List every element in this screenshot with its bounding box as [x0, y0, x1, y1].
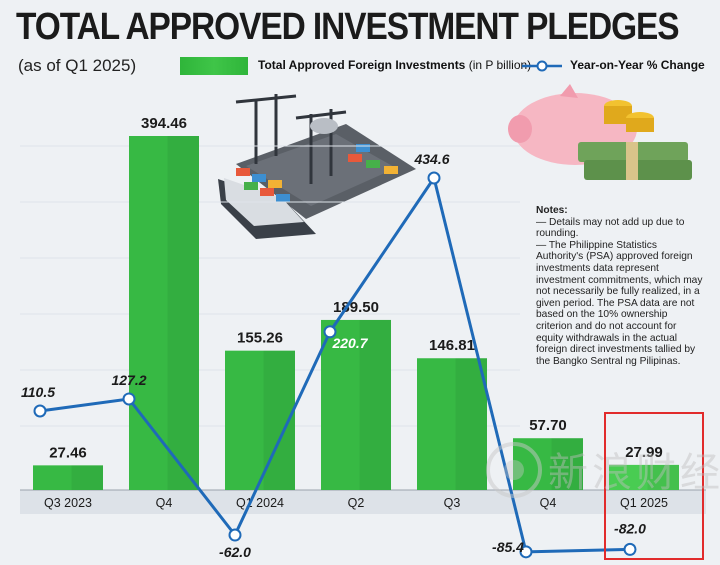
container: [236, 168, 250, 176]
coin-stack: [604, 106, 632, 124]
line-point: [427, 171, 441, 185]
piggy-bank-ear: [560, 84, 578, 98]
line-point: [623, 542, 637, 556]
bar-shade: [455, 358, 487, 490]
bar-shade: [71, 465, 103, 490]
container: [244, 182, 258, 190]
legend-line-swatch: [522, 60, 562, 72]
notes-item: — Details may not add up due to rounding…: [536, 216, 685, 240]
watermark-logo: [486, 442, 542, 498]
line-point: [122, 392, 136, 406]
line-point: [228, 528, 242, 542]
piggy-bank-illustration: [508, 84, 692, 180]
line-point: [519, 545, 533, 559]
port-illustration: [218, 94, 416, 239]
container: [366, 160, 380, 168]
category-tick-label: Q3 2023: [44, 496, 92, 510]
bar-shade: [647, 464, 679, 490]
bar: [33, 465, 103, 490]
crane-boom: [235, 94, 297, 104]
bar-value-label: 155.26: [237, 330, 283, 347]
line-value-label: 110.5: [21, 384, 55, 400]
container: [268, 180, 282, 188]
bar-value-label: 189.50: [333, 299, 379, 316]
bar: [609, 464, 679, 490]
container: [260, 188, 274, 196]
line-value-label: 434.6: [413, 151, 449, 167]
line-value-label: 220.7: [331, 335, 368, 351]
category-tick-label: Q4: [156, 496, 173, 510]
q1-2025-highlight-box: [604, 412, 704, 560]
cash-band: [626, 142, 638, 180]
gridlines: [20, 145, 706, 514]
category-tick-label: Q1 2024: [236, 496, 284, 510]
container: [356, 144, 370, 152]
watermark-text: 新浪财经: [548, 450, 720, 496]
category-tick-labels: Q3 2023 Q4 Q1 2024 Q2 Q3 Q4 Q1 2025: [44, 496, 668, 510]
bar-shade: [167, 136, 199, 490]
bar: [225, 350, 295, 490]
bar-shade: [359, 319, 391, 490]
category-tick-label: Q1 2025: [620, 496, 668, 510]
legend-bar-swatch: [180, 57, 248, 75]
line-value-label: 127.2: [111, 372, 146, 388]
category-tick-label: Q3: [444, 496, 461, 510]
bar-value-label: 27.46: [49, 444, 87, 461]
category-axis-band: [20, 490, 706, 514]
legend-bar-unit: (in P billion): [468, 58, 532, 72]
legend-line-label: Year-on-Year % Change: [570, 58, 705, 72]
bar: [321, 319, 391, 490]
bar-value-label: 57.70: [529, 417, 567, 434]
notes-panel: Notes: — Details may not add up due to r…: [536, 205, 704, 367]
bar-value-labels: 27.46 394.46 155.26 189.50 146.81 57.70 27.99: [49, 115, 663, 461]
crane-boom: [295, 110, 347, 120]
line-value-labels: 110.5 127.2 -62.0 220.7 434.6 -85.4 -82.0: [21, 151, 646, 560]
line-value-label: -85.4: [492, 539, 524, 555]
notes-heading: Notes:: [536, 205, 568, 216]
notes-item: — The Philippine Statistics Authority's …: [536, 239, 703, 367]
legend-bar-label: Total Approved Foreign Investments (in P…: [258, 58, 531, 72]
bar-value-label: 394.46: [141, 115, 187, 132]
bar-value-label: 146.81: [429, 337, 475, 354]
line-series: [33, 171, 637, 559]
line-point: [323, 325, 337, 339]
line-value-label: -62.0: [219, 544, 251, 560]
category-tick-label: Q2: [348, 496, 365, 510]
line-point: [33, 404, 47, 418]
bar-shade: [263, 350, 295, 490]
container: [348, 154, 362, 162]
container: [252, 174, 266, 182]
bar-value-label: 27.99: [625, 444, 663, 461]
bar-shade: [551, 438, 583, 490]
category-tick-label: Q4: [540, 496, 557, 510]
bar-series: [33, 136, 679, 490]
container: [276, 194, 290, 202]
bar: [417, 358, 487, 490]
storage-tank: [310, 118, 338, 134]
legend-bar-series-name: Total Approved Foreign Investments: [258, 58, 466, 72]
chart-title: TOTAL APPROVED INVESTMENT PLEDGES: [16, 6, 680, 48]
line-value-label: -82.0: [614, 520, 646, 536]
bar: [129, 136, 199, 490]
coin-stack: [626, 118, 654, 132]
piggy-bank-snout: [508, 115, 532, 143]
container: [384, 166, 398, 174]
chart-subtitle: (as of Q1 2025): [18, 56, 137, 75]
